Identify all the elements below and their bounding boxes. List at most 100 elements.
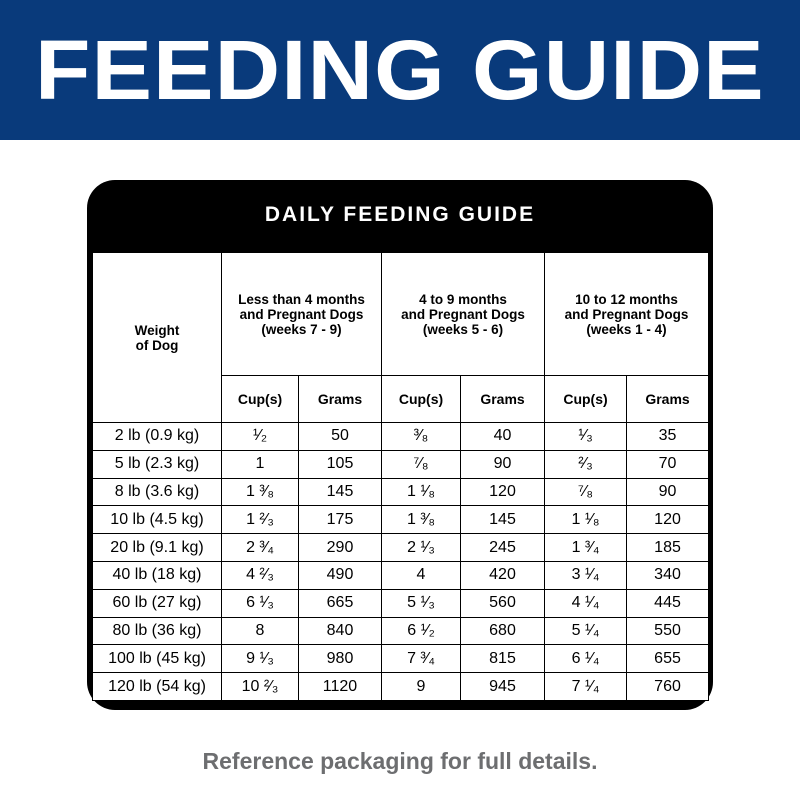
age-group-line: and Pregnant Dogs: [564, 306, 689, 322]
grams-value: 560: [459, 588, 546, 618]
dog-weight: 20 lb (9.1 kg): [92, 533, 222, 562]
data-row: 100 lb (45 kg) 9 ¹⁄₃ 980 7 ³⁄₄ 815 6 ¹⁄₄ 655: [92, 644, 710, 674]
grams-value: 840: [298, 616, 382, 646]
age-group-line: 10 to 12 months: [575, 291, 678, 307]
grams-value: 445: [626, 588, 710, 618]
data-row: 5 lb (2.3 kg) 1 105 ⁷⁄₈ 90 ²⁄₃ 70: [92, 449, 710, 479]
cups-value: 1 ²⁄₃: [221, 505, 299, 535]
cups-value: 10 ²⁄₃: [221, 672, 299, 701]
data-row: 80 lb (36 kg) 8 840 6 ¹⁄₂ 680 5 ¹⁄₄ 550: [92, 616, 710, 646]
cups-value: 6 ¹⁄₂: [381, 616, 461, 646]
weight-header-line: of Dog: [135, 337, 179, 353]
cups-header: Cup(s): [544, 375, 628, 423]
age-group-line: and Pregnant Dogs: [401, 306, 525, 322]
grams-value: 760: [626, 672, 710, 701]
dog-weight: 60 lb (27 kg): [92, 588, 222, 618]
cups-value: 7 ³⁄₄: [381, 644, 461, 674]
cups-value: 1 ¹⁄₈: [544, 505, 628, 535]
weight-header: Weight of Dog: [92, 252, 222, 423]
grams-value: 40: [459, 422, 546, 451]
data-row: 60 lb (27 kg) 6 ¹⁄₃ 665 5 ¹⁄₃ 560 4 ¹⁄₄ 445: [92, 588, 710, 618]
grams-value: 145: [298, 477, 382, 507]
cups-value: ¹⁄₃: [544, 422, 628, 451]
age-group-line: 4 to 9 months: [419, 291, 507, 307]
cups-value: 9 ¹⁄₃: [221, 644, 299, 674]
cups-value: ¹⁄₂: [221, 422, 299, 451]
dog-weight: 100 lb (45 kg): [92, 644, 222, 674]
cups-value: ⁷⁄₈: [544, 477, 628, 507]
page-title: FEEDING GUIDE: [35, 22, 765, 117]
cups-header: Cup(s): [381, 375, 461, 423]
dog-weight: 8 lb (3.6 kg): [92, 477, 222, 507]
grams-header: Grams: [459, 375, 546, 423]
grams-value: 120: [626, 505, 710, 535]
cups-value: ²⁄₃: [544, 449, 628, 479]
grams-value: 145: [459, 505, 546, 535]
grams-value: 490: [298, 560, 382, 590]
grams-value: 50: [298, 422, 382, 451]
data-row: 2 lb (0.9 kg) ¹⁄₂ 50 ³⁄₈ 40 ¹⁄₃ 35: [92, 422, 710, 451]
grams-header: Grams: [298, 375, 382, 423]
grams-value: 290: [298, 533, 382, 562]
cups-value: 2 ¹⁄₃: [381, 533, 461, 562]
grams-value: 35: [626, 422, 710, 451]
grams-value: 550: [626, 616, 710, 646]
data-row: 20 lb (9.1 kg) 2 ³⁄₄ 290 2 ¹⁄₃ 245 1 ³⁄₄ 185: [92, 533, 710, 562]
cups-value: 1 ³⁄₈: [221, 477, 299, 507]
age-group-header: 4 to 9 months and Pregnant Dogs (weeks 5 -…: [380, 252, 546, 376]
data-row: 8 lb (3.6 kg) 1 ³⁄₈ 145 1 ¹⁄₈ 120 ⁷⁄₈ 90: [92, 477, 710, 507]
cups-value: 6 ¹⁄₃: [221, 588, 299, 618]
cups-value: 1 ³⁄₈: [381, 505, 461, 535]
footer-note: Reference packaging for full details.: [202, 748, 598, 774]
cups-value: 2 ³⁄₄: [221, 533, 299, 562]
weight-header-line: Weight: [134, 322, 180, 338]
grams-value: 105: [298, 449, 382, 479]
grams-value: 120: [459, 477, 546, 507]
cups-value: 5 ¹⁄₃: [381, 588, 461, 618]
data-row: 120 lb (54 kg) 10 ²⁄₃ 1120 9 945 7 ¹⁄₄ 760: [92, 672, 710, 701]
grams-value: 90: [626, 477, 710, 507]
cups-value: 3 ¹⁄₄: [544, 560, 628, 590]
data-row: 10 lb (4.5 kg) 1 ²⁄₃ 175 1 ³⁄₈ 145 1 ¹⁄₈ 120: [92, 505, 710, 535]
grams-value: 655: [626, 644, 710, 674]
grams-value: 1120: [298, 672, 382, 701]
dog-weight: 5 lb (2.3 kg): [92, 449, 222, 479]
grams-value: 90: [459, 449, 546, 479]
cups-value: 4 ¹⁄₄: [544, 588, 628, 618]
cups-value: 8: [221, 616, 299, 646]
dog-weight: 10 lb (4.5 kg): [92, 505, 222, 535]
dog-weight: 80 lb (36 kg): [92, 616, 222, 646]
grams-value: 665: [298, 588, 382, 618]
sub-header-row: Cup(s) Grams Cup(s) Grams Cup(s) Grams: [93, 375, 710, 423]
age-group-line: Less than 4 months: [238, 291, 365, 307]
cups-header: Cup(s): [221, 375, 299, 423]
data-row: 40 lb (18 kg) 4 ²⁄₃ 490 4 420 3 ¹⁄₄ 340: [92, 560, 710, 590]
grams-value: 70: [626, 449, 710, 479]
grams-value: 815: [459, 644, 546, 674]
feeding-table-box: DAILY FEEDING GUIDE Weight of Dog Less tha…: [87, 180, 713, 710]
age-group-line: (weeks 5 - 6): [422, 321, 504, 337]
age-group-line: and Pregnant Dogs: [239, 306, 364, 322]
cups-value: 4: [381, 560, 461, 590]
grams-value: 340: [626, 560, 710, 590]
grams-value: 980: [298, 644, 382, 674]
feeding-table: Weight of Dog Less than 4 months and Pregna…: [92, 252, 710, 701]
cups-value: 4 ²⁄₃: [221, 560, 299, 590]
cups-value: 1 ³⁄₄: [544, 533, 628, 562]
cups-value: 1 ¹⁄₈: [381, 477, 461, 507]
cups-value: 6 ¹⁄₄: [544, 644, 628, 674]
age-group-line: (weeks 7 - 9): [261, 321, 342, 337]
dog-weight: 2 lb (0.9 kg): [92, 422, 222, 451]
grams-value: 945: [459, 672, 546, 701]
grams-value: 680: [459, 616, 546, 646]
grams-value: 245: [459, 533, 546, 562]
age-group-line: (weeks 1 - 4): [586, 321, 667, 337]
cups-value: 5 ¹⁄₄: [544, 616, 628, 646]
table-title: DAILY FEEDING GUIDE: [264, 203, 536, 226]
grams-value: 185: [626, 533, 710, 562]
grams-value: 420: [459, 560, 546, 590]
cups-value: 9: [381, 672, 461, 701]
cups-value: 7 ¹⁄₄: [544, 672, 628, 701]
cups-value: ⁷⁄₈: [381, 449, 461, 479]
